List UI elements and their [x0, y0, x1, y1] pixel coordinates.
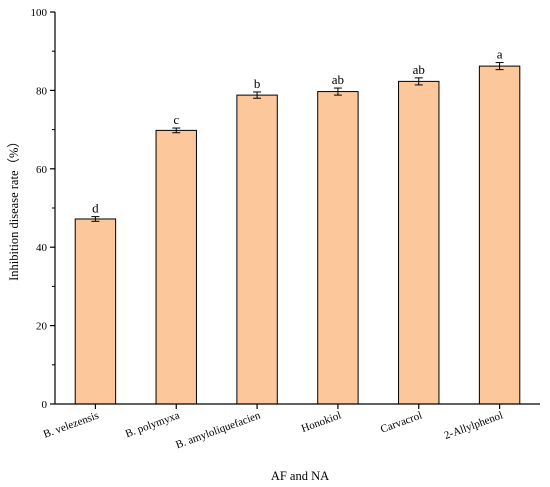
- y-ticks: 0 20 40 60 80 100: [31, 7, 55, 411]
- plot-marks: d c b ab ab a: [74, 47, 521, 405]
- x-tick-label: B. velezensis: [42, 410, 101, 441]
- y-tick-label: 60: [36, 164, 48, 176]
- y-tick-label: 40: [36, 242, 48, 254]
- significance-label: c: [173, 112, 179, 127]
- x-tick-label: B. polymyxa: [124, 410, 182, 441]
- x-axis-title: AF and NA: [271, 469, 329, 483]
- significance-label: a: [497, 47, 503, 62]
- x-tick-label: Honokiol: [300, 410, 343, 435]
- x-tick-label: B. amyloliquefacien: [174, 409, 262, 451]
- x-tick-label: Carvacrol: [379, 410, 424, 436]
- y-tick-label: 80: [36, 85, 48, 97]
- y-tick-label: 20: [36, 321, 48, 333]
- bar: [398, 80, 440, 405]
- bar: [478, 65, 521, 405]
- axes: [54, 12, 540, 405]
- x-tick-label: 2-Allylphenol: [443, 410, 505, 442]
- significance-label: ab: [413, 62, 425, 77]
- y-tick-label: 100: [31, 7, 48, 19]
- significance-label: ab: [332, 72, 344, 87]
- bar: [155, 129, 197, 405]
- y-axis-title: Inhibition disease rate（%）: [7, 135, 21, 281]
- y-tick-label: 0: [42, 399, 48, 411]
- significance-label: d: [92, 201, 99, 216]
- significance-label: b: [254, 76, 261, 91]
- bar: [74, 218, 117, 405]
- bar: [236, 94, 278, 405]
- bar: [317, 91, 359, 405]
